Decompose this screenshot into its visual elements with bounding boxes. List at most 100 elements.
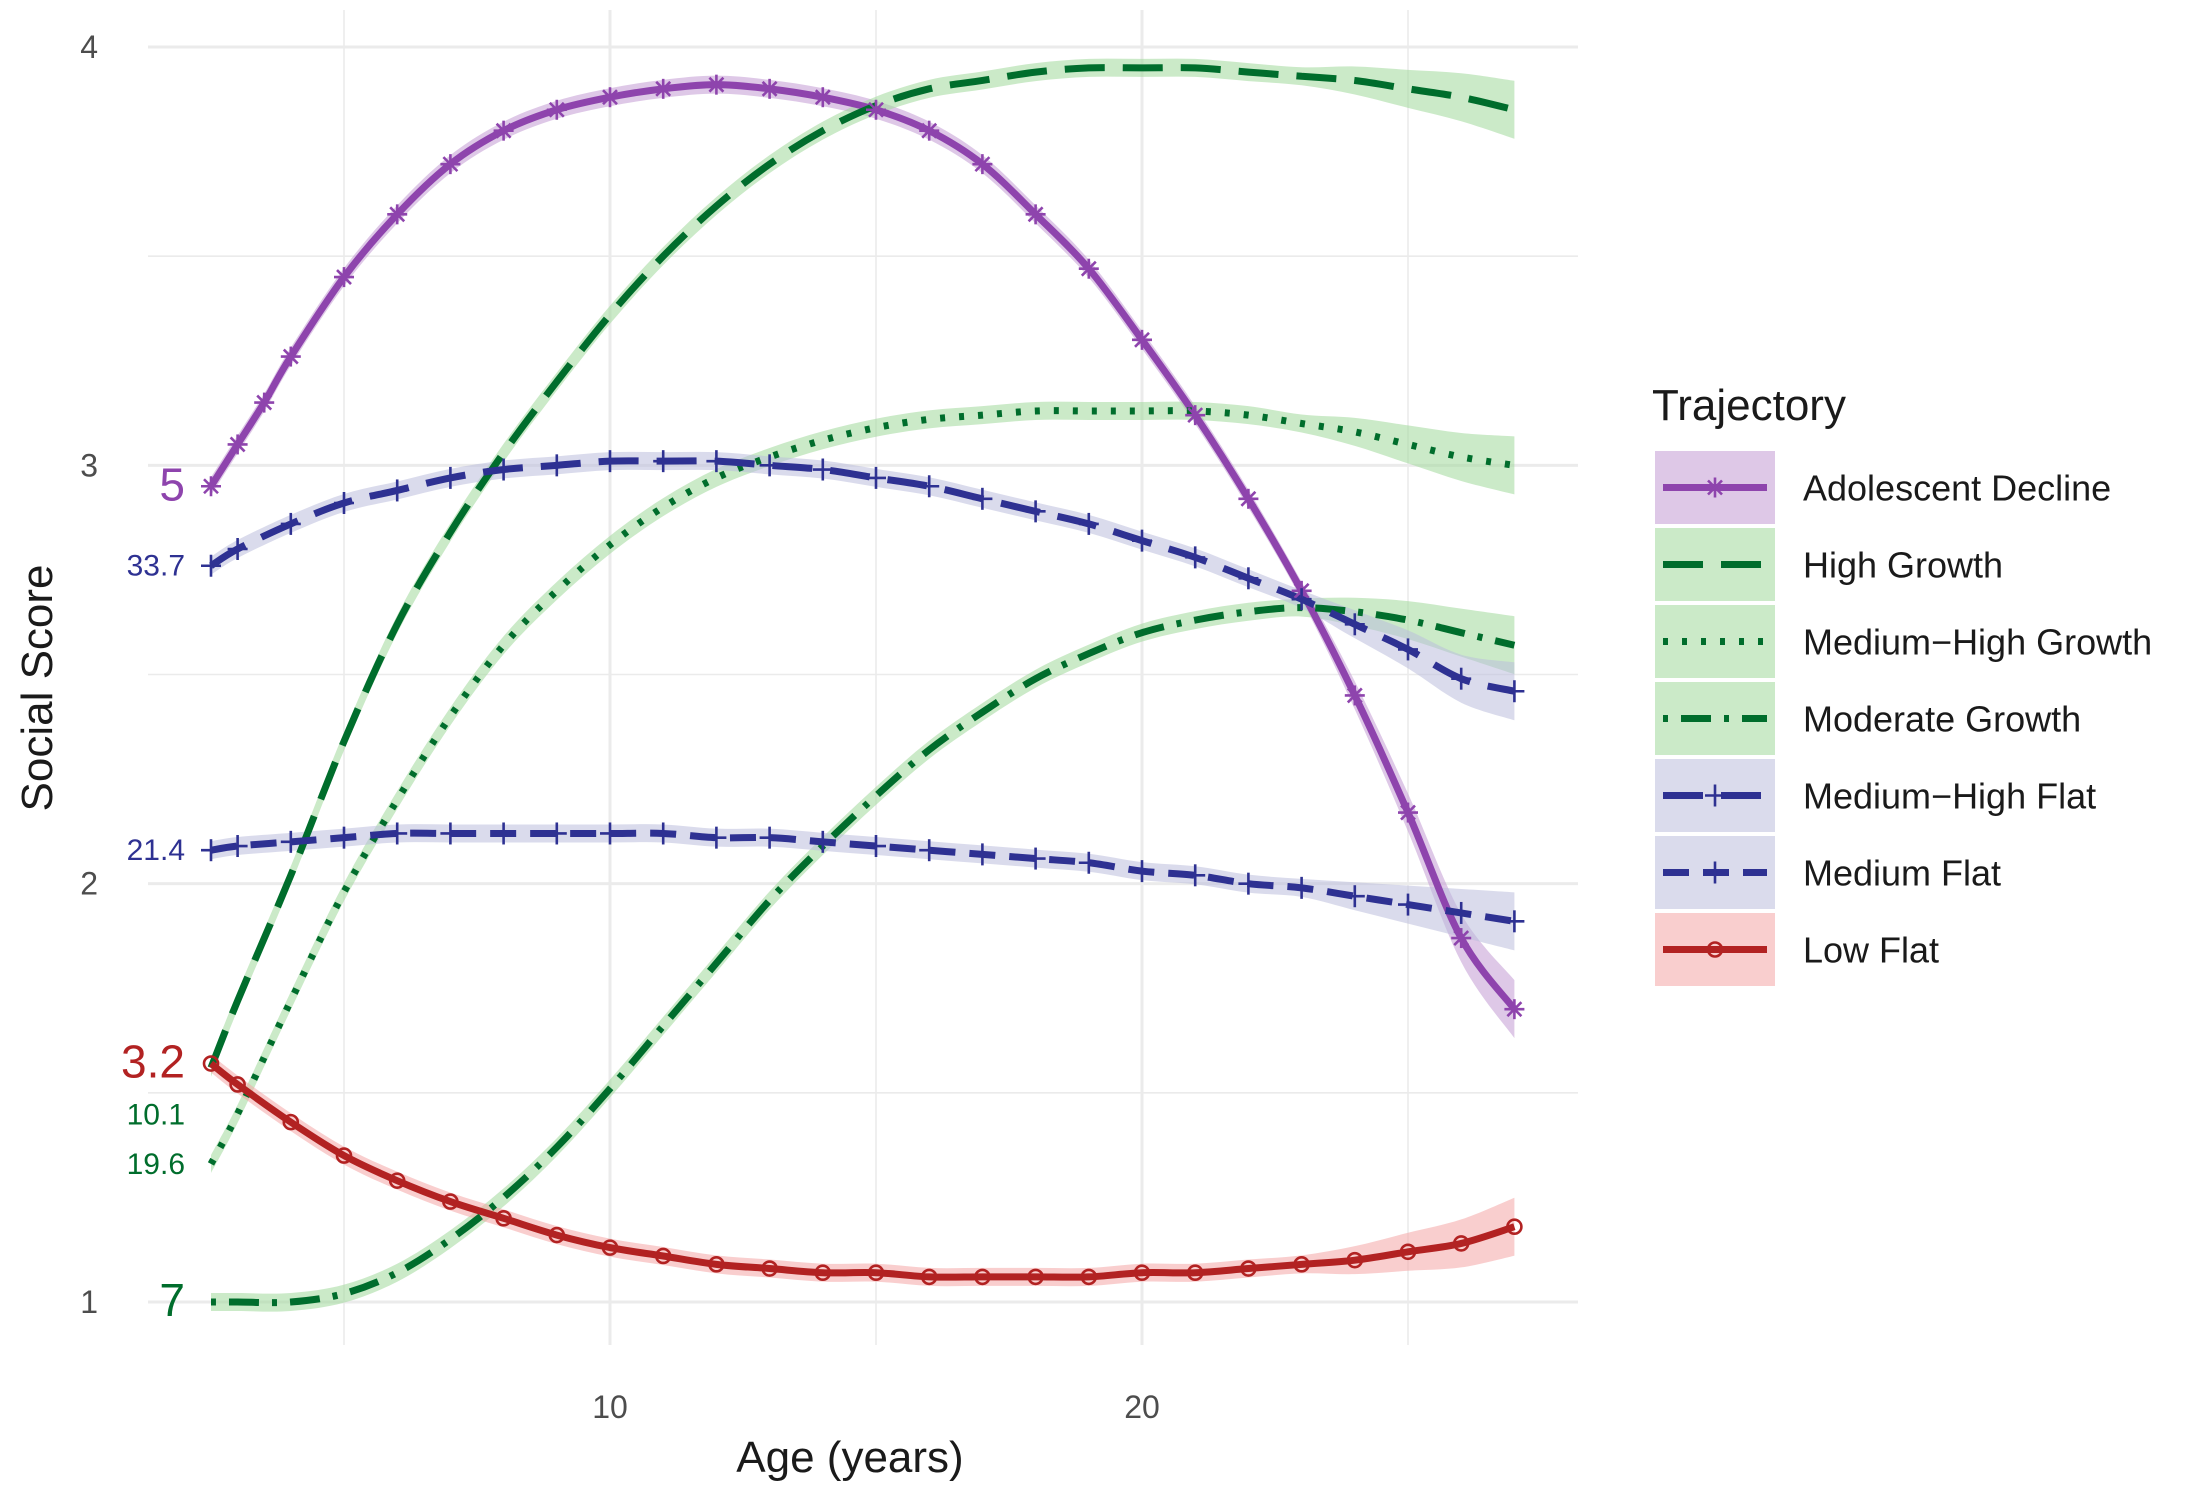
adolescent-decline-point — [759, 78, 780, 99]
legend-key-marker — [1705, 477, 1725, 498]
medium-flat-point — [334, 826, 354, 849]
medium-high-flat-point — [493, 458, 514, 481]
adolescent-decline-point — [1025, 204, 1046, 225]
medium-high-flat-point — [1025, 500, 1046, 523]
medium-high-flat-band — [211, 451, 1515, 721]
adolescent-decline-point — [600, 87, 620, 108]
legend-label: High Growth — [1803, 545, 2003, 586]
medium-flat-point — [1078, 851, 1099, 874]
medium-high-flat-point — [546, 454, 567, 477]
adolescent-decline-point — [334, 267, 354, 288]
adolescent-decline-point — [972, 154, 993, 175]
low-flat-point — [495, 1210, 512, 1227]
medium-flat-point — [1132, 860, 1152, 883]
low-flat-point — [442, 1193, 459, 1210]
medium-high-flat-point — [280, 512, 301, 535]
y-tick-label: 1 — [80, 1284, 98, 1320]
low-flat-point — [1027, 1268, 1044, 1286]
medium-high-growth-band — [211, 401, 1515, 1173]
medium-high-flat-point — [972, 487, 993, 510]
low-flat-point — [1240, 1260, 1257, 1277]
low-flat-point — [282, 1113, 300, 1131]
medium-high-flat-point — [812, 458, 833, 481]
medium-high-growth-start-label: 19.6 — [127, 1148, 185, 1181]
low-flat-point — [1346, 1251, 1364, 1269]
adolescent-decline-point — [227, 434, 248, 455]
moderate-growth-band — [211, 597, 1515, 1312]
low-flat-point — [1506, 1218, 1523, 1236]
legend-item-adolescent-decline: Adolescent Decline — [1655, 451, 2111, 524]
low-flat-point — [867, 1264, 885, 1282]
legend-key-marker — [1705, 784, 1725, 807]
adolescent-decline-point — [254, 392, 275, 413]
legend-key-marker — [1706, 941, 1724, 958]
medium-high-flat-point — [1132, 529, 1152, 552]
low-flat-point — [229, 1076, 246, 1093]
medium-high-flat-point — [1238, 567, 1259, 590]
low-flat-point — [708, 1256, 725, 1273]
medium-flat-point — [201, 839, 221, 862]
low-flat-point — [920, 1268, 938, 1286]
medium-flat-point — [759, 826, 780, 849]
medium-high-flat-point — [1451, 667, 1472, 690]
low-flat-point — [654, 1247, 672, 1265]
medium-high-flat-point — [1344, 613, 1365, 636]
medium-flat-point — [546, 822, 567, 845]
low-flat-point — [601, 1239, 619, 1256]
moderate-growth-line — [210, 604, 1516, 1307]
legend-item-low-flat: Low Flat — [1655, 913, 1939, 986]
low-flat-line — [208, 1060, 1516, 1281]
adolescent-decline-point — [866, 99, 886, 120]
medium-flat-point — [706, 826, 727, 849]
medium-high-flat-point — [1078, 512, 1099, 535]
medium-high-flat-point — [1504, 680, 1525, 703]
legend-key-marker — [1705, 861, 1725, 884]
adolescent-decline-start-label: 5 — [159, 458, 185, 510]
legend-item-medium-high-flat: Medium−High Flat — [1655, 759, 2096, 832]
medium-flat-point — [280, 830, 301, 853]
moderate-growth-start-label: 7 — [159, 1274, 185, 1326]
medium-flat-point — [866, 835, 886, 858]
adolescent-decline-point — [706, 74, 727, 95]
adolescent-decline-point — [387, 204, 408, 225]
legend-label: Moderate Growth — [1803, 699, 2081, 740]
adolescent-decline-point — [1451, 928, 1472, 949]
legend-label: Medium−High Growth — [1803, 622, 2152, 663]
adolescent-decline-point — [1504, 999, 1525, 1020]
adolescent-decline-point — [546, 99, 567, 120]
y-axis-title: Social Score — [13, 564, 62, 811]
legend-key-band — [1655, 605, 1775, 678]
adolescent-decline-point — [1132, 329, 1152, 350]
adolescent-decline-point — [1398, 802, 1418, 823]
x-axis-title: Age (years) — [736, 1433, 963, 1482]
medium-flat-point — [1451, 901, 1472, 924]
y-tick-label: 3 — [80, 447, 98, 483]
adolescent-decline-point — [280, 346, 301, 367]
x-tick-label: 10 — [592, 1389, 628, 1425]
medium-high-flat-point — [706, 450, 727, 473]
high-growth-line — [207, 64, 1516, 1070]
legend: Trajectory Adolescent Decline High Growth… — [1652, 381, 2152, 986]
low-flat-start-label: 3.2 — [121, 1036, 185, 1088]
medium-flat-point — [812, 830, 833, 853]
low-flat-point — [1452, 1235, 1470, 1252]
medium-high-flat-point — [334, 491, 354, 514]
medium-high-flat-point — [387, 479, 408, 502]
adolescent-decline-point — [812, 87, 833, 108]
medium-flat-point — [1238, 872, 1259, 895]
low-flat-band — [211, 1054, 1515, 1287]
series-markers — [201, 74, 1525, 1286]
legend-label: Adolescent Decline — [1803, 468, 2111, 509]
legend-title: Trajectory — [1652, 381, 1846, 430]
medium-flat-point — [1344, 885, 1365, 908]
adolescent-decline-point — [653, 78, 674, 99]
confidence-bands — [211, 58, 1515, 1312]
low-flat-point — [548, 1226, 566, 1244]
medium-flat-point — [440, 822, 461, 845]
low-flat-point — [388, 1172, 406, 1189]
medium-flat-point — [653, 822, 674, 845]
x-tick-label: 20 — [1124, 1389, 1160, 1425]
adolescent-decline-point — [493, 120, 514, 141]
medium-high-flat-point — [1291, 588, 1312, 611]
